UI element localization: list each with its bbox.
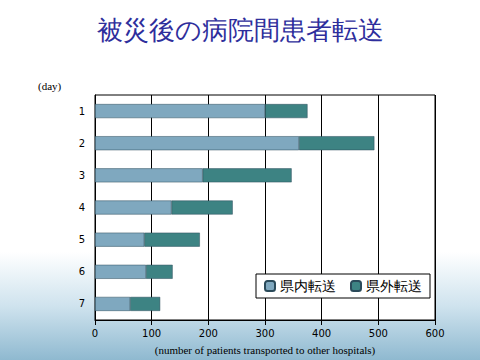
svg-text:600: 600 (425, 328, 444, 339)
svg-text:100: 100 (142, 328, 161, 339)
svg-text:5: 5 (79, 234, 85, 245)
svg-text:6: 6 (79, 266, 85, 277)
svg-text:2: 2 (79, 138, 85, 149)
svg-text:(number of patients transporte: (number of patients transported to other… (155, 344, 376, 357)
svg-text:被災後の病院間患者転送: 被災後の病院間患者転送 (97, 15, 384, 45)
svg-text:500: 500 (369, 328, 388, 339)
svg-text:0: 0 (92, 328, 98, 339)
svg-text:3: 3 (79, 170, 85, 181)
svg-text:県外転送: 県外転送 (366, 278, 422, 294)
svg-text:4: 4 (79, 202, 85, 213)
svg-text:県内転送: 県内転送 (280, 278, 336, 294)
svg-text:(day): (day) (38, 80, 62, 93)
svg-text:400: 400 (312, 328, 331, 339)
svg-text:1: 1 (79, 106, 85, 117)
svg-text:7: 7 (79, 298, 85, 309)
svg-text:200: 200 (199, 328, 218, 339)
svg-text:300: 300 (255, 328, 274, 339)
